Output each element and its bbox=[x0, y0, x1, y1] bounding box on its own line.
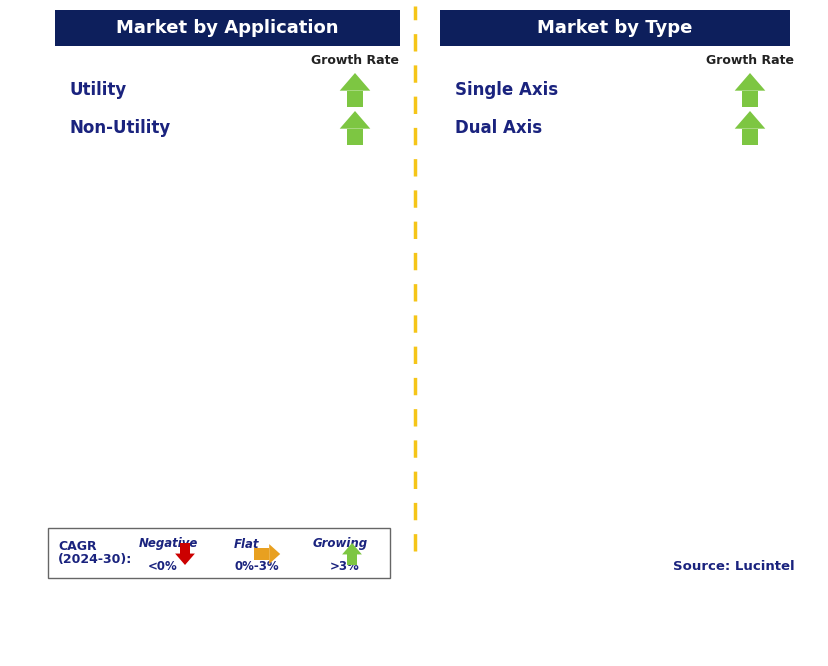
Text: Negative: Negative bbox=[138, 537, 197, 551]
Polygon shape bbox=[734, 111, 764, 129]
Polygon shape bbox=[347, 554, 357, 565]
Text: Market by Type: Market by Type bbox=[537, 19, 692, 37]
Text: Source: Lucintel: Source: Lucintel bbox=[672, 559, 794, 573]
Text: Growing: Growing bbox=[312, 537, 367, 551]
Text: Non-Utility: Non-Utility bbox=[70, 119, 171, 137]
FancyBboxPatch shape bbox=[55, 10, 400, 46]
Text: >3%: >3% bbox=[330, 559, 359, 573]
Polygon shape bbox=[339, 73, 370, 91]
Text: <0%: <0% bbox=[148, 559, 178, 573]
Text: Dual Axis: Dual Axis bbox=[455, 119, 542, 137]
Polygon shape bbox=[269, 544, 280, 564]
Polygon shape bbox=[175, 553, 195, 565]
Text: Market by Application: Market by Application bbox=[116, 19, 339, 37]
Text: Flat: Flat bbox=[234, 537, 259, 551]
Text: Single Axis: Single Axis bbox=[455, 81, 557, 99]
Polygon shape bbox=[342, 543, 362, 554]
Polygon shape bbox=[741, 91, 757, 107]
Polygon shape bbox=[741, 129, 757, 145]
Polygon shape bbox=[180, 543, 190, 553]
Polygon shape bbox=[339, 111, 370, 129]
Polygon shape bbox=[347, 91, 362, 107]
Text: Growth Rate: Growth Rate bbox=[705, 53, 793, 67]
Text: Utility: Utility bbox=[70, 81, 127, 99]
Polygon shape bbox=[347, 129, 362, 145]
Text: Growth Rate: Growth Rate bbox=[310, 53, 398, 67]
FancyBboxPatch shape bbox=[440, 10, 789, 46]
FancyBboxPatch shape bbox=[48, 528, 389, 578]
Polygon shape bbox=[253, 548, 269, 560]
Text: 0%-3%: 0%-3% bbox=[234, 559, 279, 573]
Text: CAGR: CAGR bbox=[58, 539, 97, 553]
Polygon shape bbox=[734, 73, 764, 91]
Text: (2024-30):: (2024-30): bbox=[58, 553, 132, 567]
